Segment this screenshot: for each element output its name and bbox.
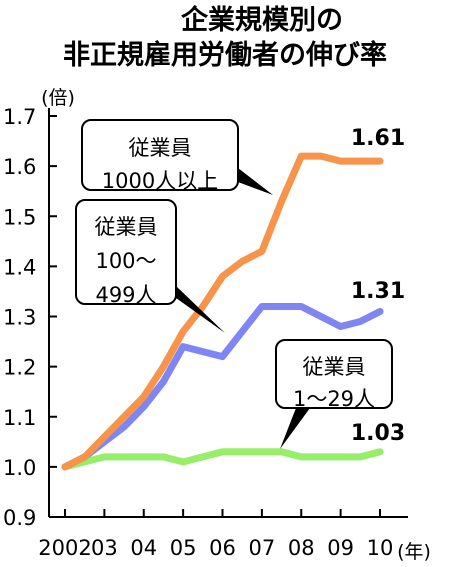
x-tick-label: 2002 [38,536,91,560]
x-tick-label: 05 [170,536,197,560]
x-tick-label: 10 [367,536,394,560]
callout-text-line: 1000人以上 [102,169,218,193]
callout-3: 従業員 1〜29人 [275,339,393,449]
callout-text-line: 499人 [95,283,156,307]
x-tick-label: 08 [288,536,315,560]
chart-title: 企業規模別の 非正規雇用労働者の伸び率 [63,4,387,71]
callout-text-line: 従業員 [95,215,158,239]
callout-box [75,199,177,305]
x-tick-label: 04 [130,536,157,560]
callout-box [275,339,393,409]
y-tick-label: 1.3 [3,306,36,330]
callout-pointer [176,286,225,333]
callout-2: 従業員 100〜 499人 [75,199,225,333]
y-tick-label: 1.1 [3,406,36,430]
series-end-labels: 1.61 1.31 1.03 [351,126,405,446]
callout-text-line: 1〜29人 [293,387,375,411]
callout-text-line: 従業員 [303,355,366,379]
chart-title-line-1: 企業規模別の [181,4,343,36]
callout-text-line: 従業員 [129,136,192,160]
series-line-1 [61,152,384,471]
callout-1: 従業員 1000人以上 [81,119,273,195]
callout-text-line: 100〜 [95,249,156,273]
chart-title-line-2: 非正規雇用労働者の伸び率 [63,39,387,71]
axes [48,108,408,518]
y-tick-label: 1.4 [3,255,36,279]
series-line-2 [61,303,384,471]
series-lines [61,152,384,471]
x-axis-unit: (年) [397,541,431,563]
x-tick-label: 09 [327,536,354,560]
series-line-3 [61,448,384,471]
end-value-label-2: 1.31 [351,279,405,304]
y-tick-label: 1.5 [3,205,36,229]
y-tick-label: 1.6 [3,155,36,179]
y-tick-label: 1.2 [3,356,36,380]
x-axis-ticks: 2002 03 04 05 06 07 08 09 10 [38,509,393,560]
callout-pointer [280,408,310,449]
x-tick-label: 07 [249,536,276,560]
y-axis-ticks: 0.9 1.0 1.1 1.2 1.3 1.4 1.5 1.6 1.7 [3,105,57,530]
x-tick-label: 03 [91,536,118,560]
callout-pointer [238,168,273,195]
y-tick-label: 0.9 [3,506,36,530]
y-tick-label: 1.7 [3,105,36,129]
callout-box [81,119,239,191]
y-axis-unit: (倍) [41,87,75,109]
x-tick-label: 06 [209,536,236,560]
end-value-label-3: 1.03 [351,421,405,446]
y-tick-label: 1.0 [3,456,36,480]
end-value-label-1: 1.61 [351,126,405,151]
